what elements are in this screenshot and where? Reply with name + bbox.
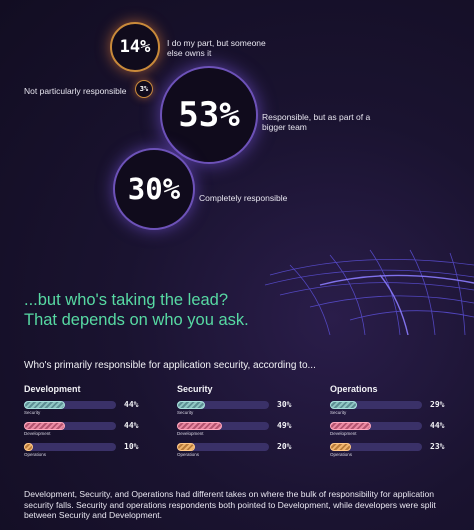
headline-line-2: That depends on who you ask. xyxy=(24,311,249,329)
bar-operations xyxy=(330,443,352,451)
bar-operations xyxy=(177,443,196,451)
bar-development xyxy=(177,422,223,430)
bubble-label-completely-responsible: Completely responsible xyxy=(199,193,288,203)
headline: ...but who's taking the lead? That depen… xyxy=(24,290,249,330)
bubble-value: 53% xyxy=(178,95,240,135)
bar-row-operations: Operations 20% xyxy=(177,442,307,464)
bar-track xyxy=(177,443,269,451)
bar-value-label: 44% xyxy=(124,400,139,409)
bar-value-label: 20% xyxy=(277,442,292,451)
bar-series-label: Security xyxy=(24,410,41,415)
bar-group-title: Security xyxy=(177,384,213,394)
bar-track xyxy=(24,443,116,451)
bar-security xyxy=(177,401,205,409)
bar-value-label: 44% xyxy=(430,421,445,430)
bar-row-development: Development 44% xyxy=(330,421,460,443)
bar-series-label: Development xyxy=(177,431,204,436)
bubble-3-percent: 3% xyxy=(135,80,153,98)
wireframe-globe-decoration xyxy=(264,249,474,335)
bar-security xyxy=(24,401,65,409)
headline-line-1: ...but who's taking the lead? xyxy=(24,291,229,309)
bar-row-operations: Operations 23% xyxy=(330,442,460,464)
bar-row-security: Security 30% xyxy=(177,400,307,422)
bar-track xyxy=(330,401,422,409)
bar-series-label: Security xyxy=(177,410,194,415)
bubble-label-someone-else-owns: I do my part, but someone else owns it xyxy=(167,38,266,58)
bubble-30-percent: 30% xyxy=(113,148,195,230)
bubble-value: 3% xyxy=(139,85,149,93)
bar-value-label: 49% xyxy=(277,421,292,430)
bubble-label-not-responsible: Not particularly responsible xyxy=(24,86,127,96)
bar-row-security: Security 44% xyxy=(24,400,154,422)
bar-value-label: 29% xyxy=(430,400,445,409)
bar-group-title: Development xyxy=(24,384,81,394)
bar-group-development: Development Security 44% Development 44% Oper… xyxy=(24,384,154,464)
bar-row-development: Development 49% xyxy=(177,421,307,443)
bar-series-label: Security xyxy=(330,410,347,415)
bar-development xyxy=(24,422,65,430)
bar-series-label: Development xyxy=(24,431,51,436)
bar-value-label: 10% xyxy=(124,442,139,451)
bar-track xyxy=(177,422,269,430)
bar-group-title: Operations xyxy=(330,384,378,394)
bar-value-label: 23% xyxy=(430,442,445,451)
bar-value-label: 30% xyxy=(277,400,292,409)
footer-paragraph: Development, Security, and Operations ha… xyxy=(24,489,436,520)
bar-row-security: Security 29% xyxy=(330,400,460,422)
chart-subtitle: Who's primarily responsible for applicat… xyxy=(24,360,316,371)
bubble-14-percent: 14% xyxy=(110,22,160,72)
bar-operations xyxy=(24,443,34,451)
bar-group-operations: Operations Security 29% Development 44% Opera… xyxy=(330,384,460,464)
bar-row-operations: Operations 10% xyxy=(24,442,154,464)
bar-value-label: 44% xyxy=(124,421,139,430)
bar-series-label: Operations xyxy=(24,452,47,457)
bar-track xyxy=(177,401,269,409)
bar-group-security: Security Security 30% Development 49% Operati… xyxy=(177,384,307,464)
bar-security xyxy=(330,401,357,409)
bar-series-label: Operations xyxy=(177,452,200,457)
bar-track xyxy=(24,401,116,409)
bar-development xyxy=(330,422,371,430)
bar-series-label: Development xyxy=(330,431,357,436)
bubble-label-bigger-team: Responsible, but as part of a bigger tea… xyxy=(262,112,371,132)
bar-track xyxy=(330,422,422,430)
bar-row-development: Development 44% xyxy=(24,421,154,443)
bar-track xyxy=(330,443,422,451)
bar-track xyxy=(24,422,116,430)
bubble-value: 30% xyxy=(127,172,181,206)
bubble-53-percent: 53% xyxy=(160,66,258,164)
bar-series-label: Operations xyxy=(330,452,353,457)
bubble-value: 14% xyxy=(119,37,151,57)
